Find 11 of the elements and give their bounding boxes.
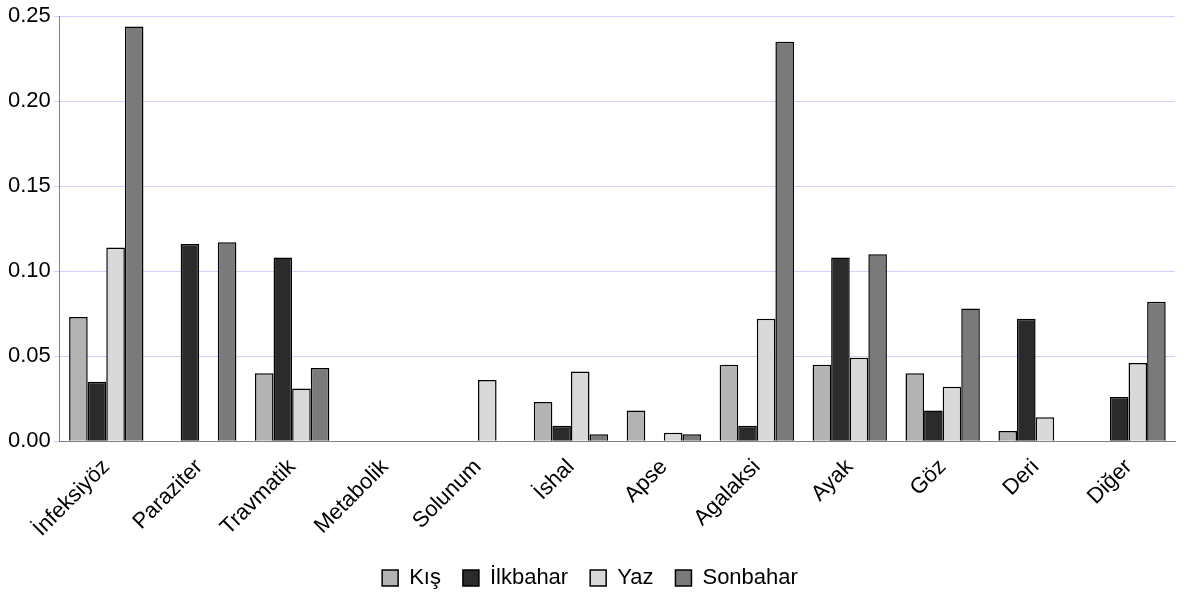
y-tick-label: 0.10 [7, 257, 51, 283]
y-tick-label: 0.25 [7, 2, 51, 28]
x-tick-label: Göz [904, 453, 951, 500]
legend-label: İlkbahar [489, 564, 569, 590]
y-tick-label: 0.20 [7, 87, 51, 113]
legend-label: Yaz [617, 564, 654, 590]
y-tick-label: 0.05 [7, 342, 51, 368]
legend-label: Kış [409, 564, 441, 590]
y-tick-label: 0.15 [7, 172, 51, 198]
legend-label: Sonbahar [702, 564, 798, 590]
y-tick-label: 0.00 [7, 427, 51, 453]
